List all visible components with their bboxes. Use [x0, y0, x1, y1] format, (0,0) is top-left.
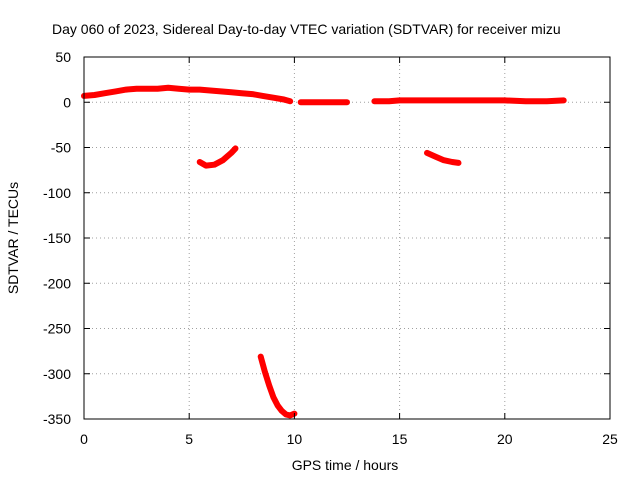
x-axis-label: GPS time / hours [292, 457, 399, 473]
y-tick-label: -100 [43, 185, 71, 201]
plot-frame [83, 56, 611, 420]
y-tick-label: -50 [51, 140, 71, 156]
data-series-segment-1 [81, 84, 294, 105]
x-tick-label: 5 [185, 431, 193, 447]
chart-title: Day 060 of 2023, Sidereal Day-to-day VTE… [52, 21, 561, 37]
y-tick-label: -350 [43, 411, 71, 427]
series-layer [81, 84, 567, 419]
y-tick-label: -150 [43, 230, 71, 246]
x-tick-label: 20 [497, 431, 513, 447]
tick-labels: 0 5 10 15 20 25 50 0 -50 -100 -150 -200 -250 -300 -350 [43, 49, 618, 447]
data-series-segment-4 [196, 145, 239, 169]
axis-ticks [83, 56, 611, 420]
data-series-segment-3 [371, 97, 567, 105]
data-series-segment-5 [424, 149, 462, 166]
x-tick-label: 15 [392, 431, 408, 447]
x-tick-label: 10 [287, 431, 303, 447]
y-tick-label: -250 [43, 321, 71, 337]
x-tick-label: 0 [80, 431, 88, 447]
y-tick-label: -300 [43, 366, 71, 382]
y-axis-label: SDTVAR / TECUs [5, 182, 21, 294]
data-series-segment-6 [257, 353, 298, 419]
x-tick-label: 25 [602, 431, 618, 447]
y-tick-label: -200 [43, 275, 71, 291]
grid [84, 57, 610, 419]
y-tick-label: 50 [55, 49, 71, 65]
y-tick-label: 0 [63, 94, 71, 110]
